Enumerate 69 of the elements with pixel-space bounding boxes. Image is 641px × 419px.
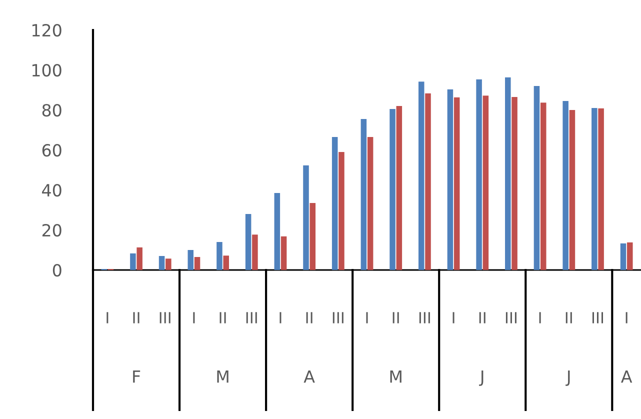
y-tick-label: 80 xyxy=(42,104,62,117)
x-tick-label: III xyxy=(332,312,344,324)
x-tick-label: I xyxy=(106,312,108,324)
bar xyxy=(627,242,633,270)
y-tick-label: 20 xyxy=(42,224,62,237)
text: A xyxy=(621,370,632,383)
x-tick-label: I xyxy=(366,312,368,324)
bar xyxy=(512,97,518,270)
x-tick-label: III xyxy=(419,312,430,324)
bar xyxy=(534,86,540,270)
text: M xyxy=(217,370,228,383)
x-tick-label: I xyxy=(626,312,628,324)
text: F xyxy=(133,370,140,383)
x-tick-label: I xyxy=(452,312,454,324)
bar xyxy=(598,108,604,270)
y-tick-label: 100 xyxy=(32,64,62,77)
x-tick-label: III xyxy=(160,312,170,324)
bar xyxy=(310,203,316,270)
bar xyxy=(540,102,546,270)
bar xyxy=(476,79,482,270)
bar xyxy=(188,250,194,270)
bar xyxy=(390,109,396,270)
bar xyxy=(505,77,511,270)
y-tick-label: 40 xyxy=(42,184,62,197)
x-tick-label: II xyxy=(392,312,399,324)
x-tick-label: I xyxy=(193,312,195,324)
bar xyxy=(166,258,172,270)
bar xyxy=(130,253,136,270)
x-tick-label: III xyxy=(592,312,603,324)
bar xyxy=(425,93,431,270)
bar xyxy=(280,236,287,270)
bar xyxy=(396,106,402,270)
bar xyxy=(569,110,576,270)
bar xyxy=(447,89,454,270)
text: A xyxy=(304,370,315,383)
x-tick-label: III xyxy=(506,312,516,324)
x-tick-label: I xyxy=(539,312,541,324)
bar xyxy=(454,97,460,270)
bar xyxy=(482,96,489,270)
text: M xyxy=(390,370,402,383)
bar xyxy=(194,257,200,270)
x-tick-label: II xyxy=(306,312,312,324)
bar xyxy=(620,243,626,270)
x-tick-label: II xyxy=(479,312,486,324)
x-tick-label: II xyxy=(566,312,572,324)
y-tick-label: 60 xyxy=(42,144,62,157)
bar xyxy=(592,108,598,270)
bar xyxy=(360,119,367,270)
bar xyxy=(367,137,374,270)
bar xyxy=(274,193,280,270)
x-tick-label: I xyxy=(280,312,282,324)
y-tick-label: 0 xyxy=(52,264,62,277)
x-tick-label: II xyxy=(133,312,140,324)
bar xyxy=(332,137,338,270)
y-tick-label: 120 xyxy=(32,24,62,37)
bar xyxy=(158,256,165,270)
x-tick-label: II xyxy=(220,312,226,324)
bar xyxy=(216,242,222,270)
bar xyxy=(252,234,258,270)
bar xyxy=(562,101,568,270)
bar xyxy=(303,165,309,270)
bar xyxy=(223,256,229,270)
bar xyxy=(338,152,344,270)
bar xyxy=(136,247,142,270)
text: J xyxy=(479,370,484,386)
bar xyxy=(418,82,424,270)
text: J xyxy=(566,370,570,386)
bar xyxy=(245,214,252,270)
x-tick-label: III xyxy=(246,312,257,324)
